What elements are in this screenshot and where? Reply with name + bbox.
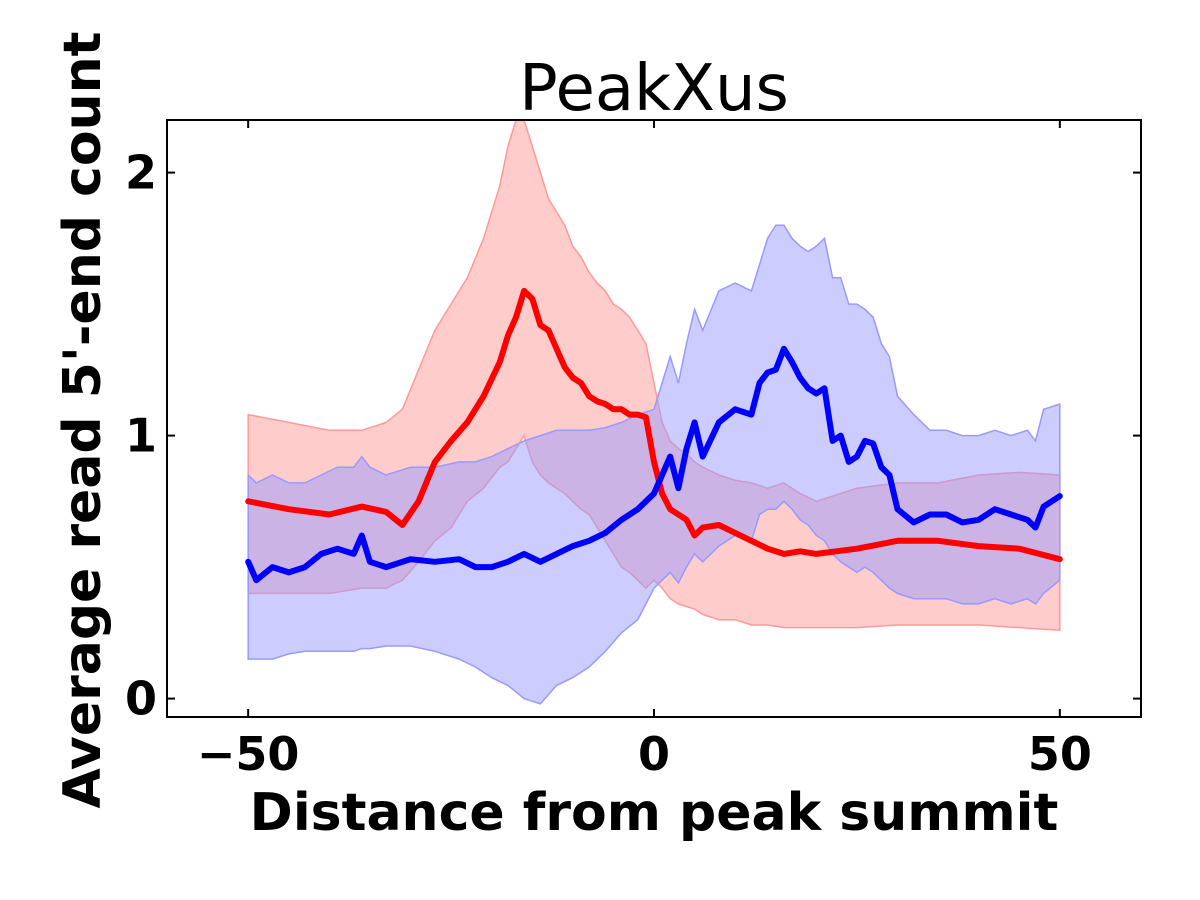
x-tick-label: 50 bbox=[1028, 727, 1092, 781]
series-2-line bbox=[245, 345, 1063, 584]
y-tick-label: 2 bbox=[125, 146, 157, 200]
y-tick-label: 0 bbox=[125, 672, 157, 726]
x-axis-label: Distance from peak summit bbox=[250, 783, 1059, 843]
plot-area bbox=[245, 119, 1063, 705]
y-axis-label: Average read 5'-end count bbox=[53, 32, 113, 809]
series-1-line bbox=[245, 287, 1063, 563]
chart-title: PeakXus bbox=[519, 52, 789, 126]
x-tick-label: 0 bbox=[638, 727, 670, 781]
axis-ticks: −50 0 50 0 1 2 bbox=[125, 120, 1141, 781]
y-tick-label: 1 bbox=[125, 409, 157, 463]
x-tick-label: −50 bbox=[197, 727, 300, 781]
